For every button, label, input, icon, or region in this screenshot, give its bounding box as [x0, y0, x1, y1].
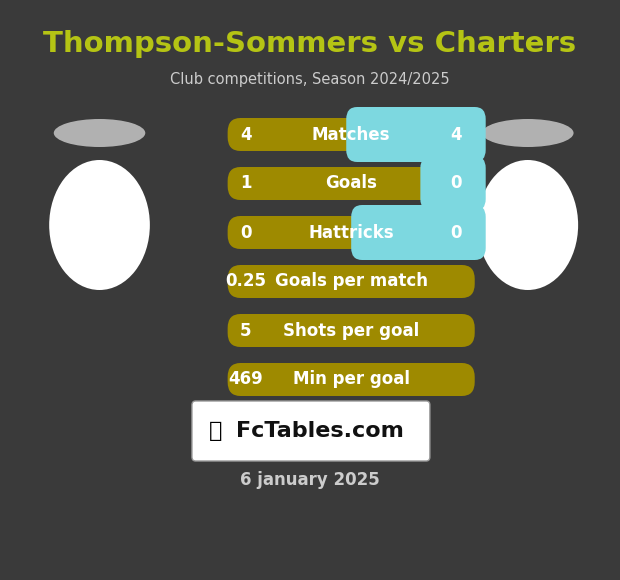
Text: Goals per match: Goals per match: [275, 273, 428, 291]
Text: 0: 0: [451, 175, 462, 193]
Text: 4: 4: [240, 125, 252, 143]
FancyBboxPatch shape: [351, 205, 485, 260]
Text: Club competitions, Season 2024/2025: Club competitions, Season 2024/2025: [170, 72, 450, 87]
Text: 0: 0: [451, 223, 462, 241]
Text: 469: 469: [229, 371, 264, 389]
Ellipse shape: [477, 160, 578, 290]
Ellipse shape: [482, 119, 574, 147]
Text: Shots per goal: Shots per goal: [283, 321, 419, 339]
Text: 0.25: 0.25: [226, 273, 267, 291]
Text: Goals: Goals: [326, 175, 377, 193]
Text: 0: 0: [240, 223, 252, 241]
Ellipse shape: [49, 160, 150, 290]
Text: FcTables.com: FcTables.com: [236, 421, 404, 441]
FancyBboxPatch shape: [228, 314, 475, 347]
FancyBboxPatch shape: [228, 265, 475, 298]
Text: 1: 1: [240, 175, 252, 193]
FancyBboxPatch shape: [228, 167, 475, 200]
Text: 5: 5: [240, 321, 252, 339]
FancyBboxPatch shape: [192, 401, 430, 461]
FancyBboxPatch shape: [420, 156, 485, 211]
FancyBboxPatch shape: [346, 107, 485, 162]
Text: Min per goal: Min per goal: [293, 371, 410, 389]
FancyBboxPatch shape: [228, 216, 475, 249]
Text: 4: 4: [451, 125, 463, 143]
Text: 📊: 📊: [209, 421, 223, 441]
Text: Thompson-Sommers vs Charters: Thompson-Sommers vs Charters: [43, 30, 577, 58]
Text: Hattricks: Hattricks: [308, 223, 394, 241]
Text: 6 january 2025: 6 january 2025: [240, 471, 380, 489]
Ellipse shape: [54, 119, 145, 147]
Text: Matches: Matches: [312, 125, 391, 143]
FancyBboxPatch shape: [228, 363, 475, 396]
FancyBboxPatch shape: [228, 118, 475, 151]
